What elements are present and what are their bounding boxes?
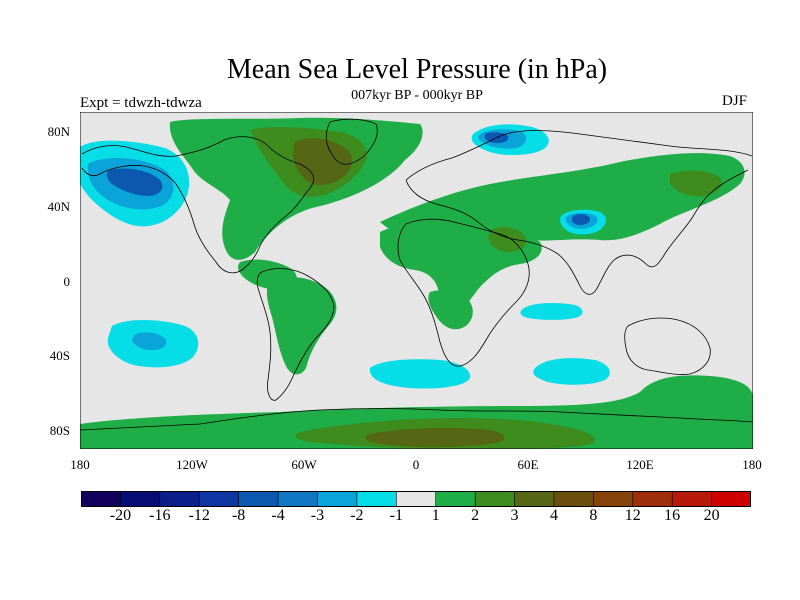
pressure-anomaly-map	[80, 112, 753, 449]
coastline-greenland	[325, 118, 378, 165]
lon-tick-label: 120W	[176, 457, 208, 472]
south-africa-high	[428, 290, 473, 330]
lat-tick-label: 40N	[47, 199, 70, 214]
colorbar-swatch	[81, 491, 122, 507]
south-indian-low	[520, 303, 583, 320]
experiment-label: Expt = tdwzh-tdwza	[80, 95, 202, 111]
colorbar-swatch	[159, 491, 200, 507]
colorbar-swatch	[395, 491, 437, 507]
colorbar-label: 20	[703, 507, 720, 524]
colorbar-frame	[81, 491, 751, 507]
colorbar-label: 3	[510, 507, 519, 524]
colorbar-swatches	[81, 491, 751, 507]
coastline-north-america	[81, 136, 314, 274]
south-pacific-low-core	[132, 332, 167, 350]
colorbar-label: -12	[188, 507, 210, 524]
colorbar-label: 8	[589, 507, 598, 524]
coastline-eurasia	[405, 130, 753, 295]
colorbar-swatch	[514, 491, 555, 507]
colorbar-label: 1	[431, 507, 440, 524]
coastlines	[80, 118, 753, 431]
colorbar-swatch	[553, 491, 594, 507]
south-indian-ocean-low	[533, 358, 610, 385]
colorbar-label: 12	[624, 507, 641, 524]
antarctic-high-center	[365, 427, 505, 447]
lat-tick-label: 0	[63, 274, 71, 289]
colorbar-label: 2	[471, 507, 480, 524]
anomaly-regions	[80, 117, 753, 449]
greenland-high-center	[293, 138, 353, 186]
colorbar	[81, 491, 751, 507]
south-atlantic-high	[266, 277, 337, 375]
coastline-africa	[397, 218, 530, 367]
lon-tick-label: 60E	[517, 457, 539, 472]
colorbar-label: -16	[149, 507, 171, 524]
lon-tick-label: 0	[412, 457, 420, 472]
lon-tick-label: 120E	[626, 457, 654, 472]
lat-tick-label: 80N	[47, 124, 70, 139]
lat-tick-label: 40S	[49, 348, 70, 363]
tibet-low-center	[571, 214, 591, 225]
lat-tick-label: 80S	[49, 423, 70, 438]
colorbar-swatch	[435, 491, 476, 507]
colorbar-swatch	[474, 491, 516, 507]
colorbar-swatch	[238, 491, 279, 507]
colorbar-swatch	[120, 491, 161, 507]
colorbar-label: -3	[310, 507, 325, 524]
lon-tick-label: 180	[70, 457, 90, 472]
antarctic-high	[80, 375, 753, 449]
colorbar-swatch	[356, 491, 397, 507]
coastline-australia	[624, 317, 711, 375]
colorbar-label: 16	[664, 507, 681, 524]
colorbar-swatch	[632, 491, 673, 507]
south-atlantic-low	[369, 359, 471, 389]
north-pacific-low-center	[106, 168, 163, 196]
colorbar-swatch	[317, 491, 358, 507]
east-asia-high-core	[670, 170, 722, 197]
colorbar-label: -2	[350, 507, 364, 524]
colorbar-swatch	[277, 491, 319, 507]
colorbar-label: -1	[389, 507, 403, 524]
colorbar-swatch	[198, 491, 240, 507]
colorbar-label: -4	[271, 507, 285, 524]
colorbar-swatch	[711, 491, 751, 507]
map-title: Mean Sea Level Pressure (in hPa)	[226, 54, 608, 85]
eurasia-high	[380, 153, 745, 242]
colorbar-label: -20	[109, 507, 132, 524]
colorbar-label: -8	[231, 507, 246, 524]
lon-tick-label: 180	[742, 457, 762, 472]
coastline-south-america	[256, 268, 335, 401]
lon-tick-label: 60W	[291, 457, 317, 472]
map-subtitle: 007kyr BP - 000kyr BP	[351, 88, 483, 103]
coastline-antarctica	[80, 408, 753, 431]
colorbar-swatch	[593, 491, 634, 507]
colorbar-swatch	[671, 491, 713, 507]
colorbar-label: 4	[549, 507, 558, 524]
season-label: DJF	[722, 93, 748, 109]
